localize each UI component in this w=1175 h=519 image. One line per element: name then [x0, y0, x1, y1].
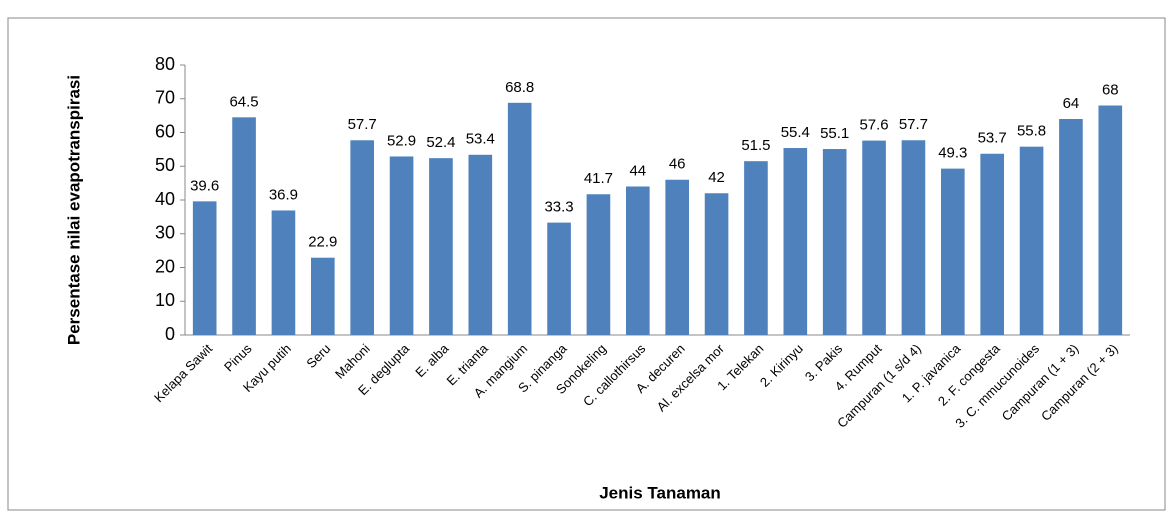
- value-label: 41.7: [584, 170, 613, 187]
- bar: [822, 149, 847, 335]
- value-label: 36.9: [269, 186, 298, 203]
- bar: [1059, 119, 1083, 335]
- value-label: 52.4: [426, 134, 455, 151]
- value-label: 68: [1102, 81, 1119, 98]
- y-axis-title: Persentase nilai evapotranspirasi: [64, 75, 83, 345]
- value-label: 55.1: [820, 125, 849, 142]
- y-tick-label: 70: [155, 88, 175, 108]
- x-axis-title: Jenis Tanaman: [599, 483, 721, 502]
- x-tick-label: Al. excelsa mor: [654, 340, 728, 414]
- bar: [311, 257, 335, 335]
- y-tick-label: 40: [155, 189, 175, 209]
- y-tick-label: 0: [165, 324, 175, 344]
- bar: [429, 158, 453, 335]
- x-tick-label: Kelapa Sawit: [151, 341, 216, 406]
- value-label: 44: [629, 162, 646, 179]
- bar: [783, 148, 808, 335]
- bar: [901, 140, 926, 335]
- value-label: 57.6: [859, 117, 888, 134]
- value-label: 52.9: [387, 132, 416, 149]
- y-tick-label: 30: [155, 223, 175, 243]
- value-label: 46: [669, 156, 686, 173]
- value-label: 53.4: [466, 131, 495, 148]
- value-label: 51.5: [741, 137, 770, 154]
- bar: [586, 194, 611, 335]
- value-label: 55.8: [1017, 123, 1046, 140]
- bar: [192, 201, 217, 335]
- bar: [389, 156, 414, 335]
- value-label: 57.7: [899, 116, 928, 133]
- x-tick-label: Seru: [303, 341, 333, 371]
- bar: [744, 161, 768, 335]
- value-label: 68.8: [505, 79, 534, 96]
- value-label: 53.7: [978, 130, 1007, 147]
- bar: [232, 117, 256, 335]
- value-label: 22.9: [308, 234, 337, 251]
- bar: [350, 140, 374, 335]
- value-label: 33.3: [544, 199, 573, 216]
- value-label: 57.7: [348, 116, 377, 133]
- value-label: 64.5: [229, 93, 258, 110]
- bar: [665, 179, 689, 335]
- chart-frame: [7, 17, 1166, 511]
- value-label: 39.6: [190, 177, 219, 194]
- bar: [271, 210, 296, 335]
- bar: [941, 168, 965, 335]
- y-tick-label: 20: [155, 256, 175, 276]
- bar: [862, 140, 886, 335]
- y-tick-label: 50: [155, 155, 175, 175]
- y-tick-label: 10: [155, 290, 175, 310]
- value-label: 42: [708, 169, 725, 186]
- x-tick-label: 2. Kirinyu: [757, 341, 806, 390]
- bar: [626, 186, 650, 335]
- bar: [547, 222, 571, 335]
- y-tick-label: 80: [155, 54, 175, 74]
- bar: [980, 153, 1004, 335]
- value-label: 55.4: [781, 124, 810, 141]
- bar: [1098, 105, 1123, 335]
- bar: [1019, 146, 1044, 335]
- value-label: 49.3: [938, 145, 967, 162]
- bar: [507, 102, 532, 335]
- y-tick-label: 60: [155, 121, 175, 141]
- x-tick-label: Pinus: [221, 341, 255, 375]
- bar: [468, 154, 493, 335]
- value-label: 64: [1063, 95, 1080, 112]
- bar: [704, 193, 729, 335]
